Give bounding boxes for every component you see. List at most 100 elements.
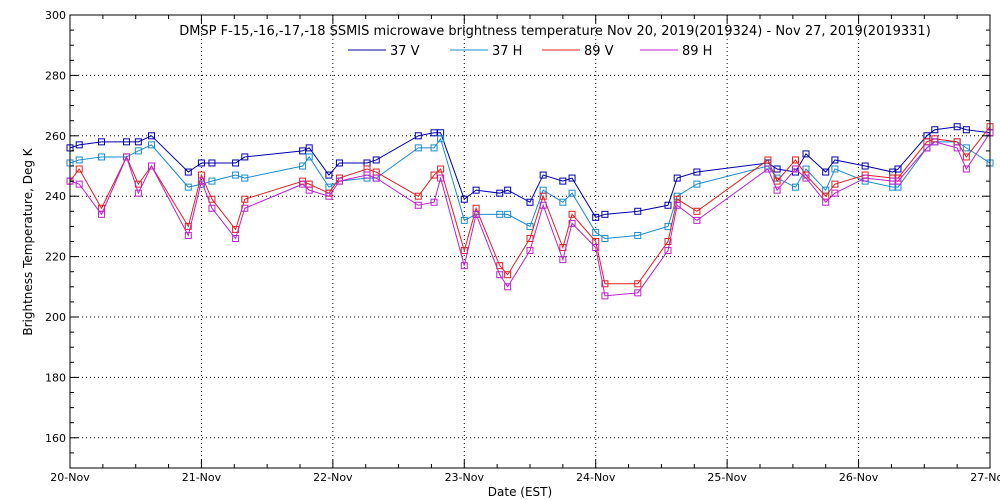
data-point xyxy=(241,204,249,212)
data-point xyxy=(559,177,567,185)
legend-label: 37 H xyxy=(492,44,522,59)
legend: 37 V 37 H 89 V 89 H xyxy=(348,44,712,59)
data-point xyxy=(592,213,600,221)
data-point xyxy=(241,174,249,182)
data-point xyxy=(634,280,642,288)
data-point xyxy=(430,198,438,206)
data-point xyxy=(232,171,240,179)
y-tick-label: 240 xyxy=(45,190,66,203)
chart-title: DMSP F-15,-16,-17,-18 SSMIS microwave br… xyxy=(179,24,931,39)
data-point xyxy=(894,165,902,173)
y-tick-label: 200 xyxy=(45,311,66,324)
x-axis-label: Date (EST) xyxy=(488,485,552,499)
data-point xyxy=(134,189,142,197)
y-tick-label: 220 xyxy=(45,251,66,264)
data-point xyxy=(831,165,839,173)
data-point xyxy=(414,144,422,152)
data-point xyxy=(664,247,672,255)
x-tick-label: 26-Nov xyxy=(839,471,879,484)
legend-label: 89 V xyxy=(584,44,614,59)
data-point xyxy=(923,144,931,152)
data-point xyxy=(601,292,609,300)
data-point xyxy=(539,192,547,200)
data-point xyxy=(831,180,839,188)
data-point xyxy=(504,186,512,194)
data-point xyxy=(496,271,504,279)
data-point xyxy=(184,222,192,230)
data-point xyxy=(305,153,313,161)
data-point xyxy=(372,156,380,164)
data-point xyxy=(134,138,142,146)
data-point xyxy=(75,141,83,149)
axis-ticks: 20-Nov 21-Nov 22-Nov 23-Nov 24-Nov 25-Nov 26-N… xyxy=(45,9,1000,484)
data-point xyxy=(134,147,142,155)
x-tick-label: 27-Nov xyxy=(970,471,1000,484)
data-point xyxy=(197,177,205,185)
data-point xyxy=(232,159,240,167)
data-point xyxy=(208,204,216,212)
series-group xyxy=(66,123,994,300)
data-point xyxy=(526,222,534,230)
legend-label: 37 V xyxy=(390,44,420,59)
data-point xyxy=(962,144,970,152)
data-point xyxy=(601,210,609,218)
data-point xyxy=(962,165,970,173)
data-point xyxy=(673,201,681,209)
x-tick-label: 25-Nov xyxy=(707,471,747,484)
data-point xyxy=(568,174,576,182)
data-point xyxy=(931,138,939,146)
data-point xyxy=(299,162,307,170)
data-point xyxy=(430,129,438,137)
data-point xyxy=(299,147,307,155)
data-point xyxy=(472,210,480,218)
data-point xyxy=(430,144,438,152)
data-point xyxy=(861,162,869,170)
data-point xyxy=(504,210,512,218)
data-point xyxy=(241,153,249,161)
data-point xyxy=(299,180,307,188)
data-point xyxy=(568,219,576,227)
data-point xyxy=(568,189,576,197)
data-point xyxy=(184,231,192,239)
data-point xyxy=(693,216,701,224)
data-point xyxy=(75,165,83,173)
data-point xyxy=(592,228,600,236)
series-line xyxy=(69,137,991,239)
data-point xyxy=(861,174,869,182)
data-point xyxy=(539,201,547,209)
data-point xyxy=(363,171,371,179)
data-point xyxy=(953,123,961,131)
data-point xyxy=(773,165,781,173)
data-point xyxy=(504,283,512,291)
data-point xyxy=(232,234,240,242)
data-point xyxy=(764,156,772,164)
data-point xyxy=(472,186,480,194)
data-point xyxy=(601,234,609,242)
data-point xyxy=(791,165,799,173)
series-line xyxy=(69,126,991,218)
data-point xyxy=(460,195,468,203)
data-point xyxy=(931,126,939,134)
series-37-v xyxy=(66,123,994,221)
data-point xyxy=(592,244,600,252)
grid-lines xyxy=(70,15,990,468)
y-axis-label: Brightness Temperature, Deg K xyxy=(21,147,35,335)
series-line xyxy=(69,126,991,285)
data-point xyxy=(822,198,830,206)
data-point xyxy=(123,138,131,146)
data-point xyxy=(75,156,83,164)
data-point xyxy=(414,201,422,209)
data-point xyxy=(526,247,534,255)
data-point xyxy=(335,177,343,185)
y-tick-label: 300 xyxy=(45,9,66,22)
data-point xyxy=(634,289,642,297)
data-point xyxy=(953,144,961,152)
data-point xyxy=(634,231,642,239)
data-point xyxy=(147,132,155,140)
data-point xyxy=(962,126,970,134)
data-point xyxy=(894,177,902,185)
data-point xyxy=(184,168,192,176)
data-point xyxy=(693,180,701,188)
y-tick-label: 260 xyxy=(45,130,66,143)
data-point xyxy=(430,171,438,179)
